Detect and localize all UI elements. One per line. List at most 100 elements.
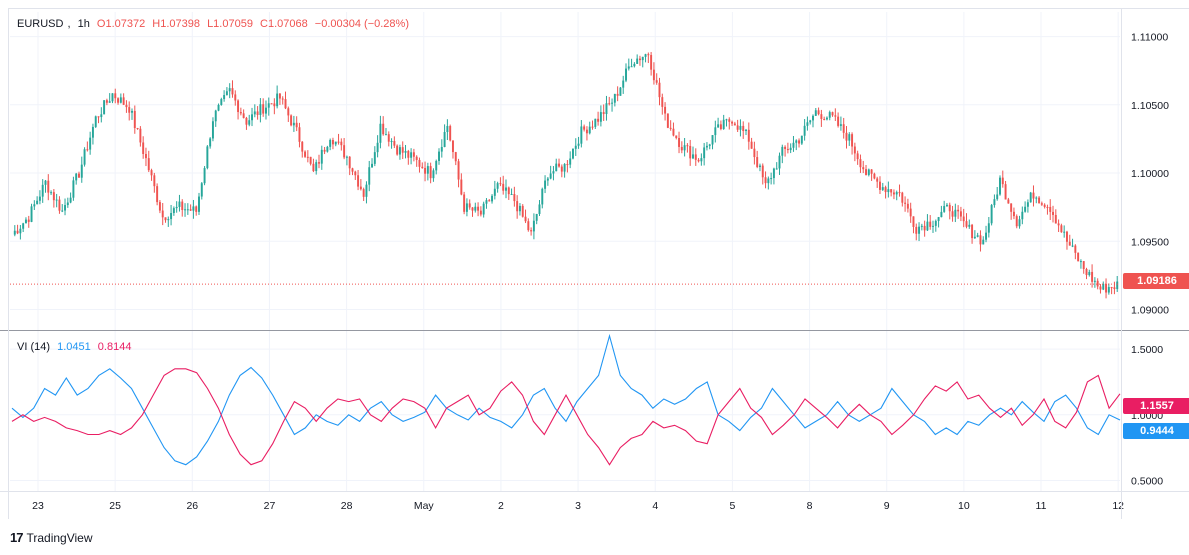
candle-body: [993, 199, 996, 206]
candle-body: [465, 203, 468, 212]
candle-body: [426, 166, 429, 174]
candle-body: [627, 66, 630, 69]
candle-body: [502, 183, 505, 191]
candle-body: [1052, 211, 1054, 215]
candle-body: [731, 121, 734, 124]
candle-body: [680, 146, 683, 151]
candle-body: [86, 149, 89, 151]
candle-body: [736, 125, 739, 130]
legend-interval: 1h: [77, 18, 90, 30]
candle-body: [892, 192, 895, 195]
candle-body: [965, 221, 968, 227]
candle-body: [608, 103, 611, 105]
candle-body: [781, 146, 784, 156]
candle-body: [398, 147, 401, 155]
candle-body: [203, 168, 206, 184]
candle-body: [189, 209, 192, 211]
candle-body: [105, 100, 108, 103]
candle-body: [697, 159, 700, 162]
candle-body: [164, 217, 167, 221]
candle-body: [214, 110, 217, 122]
candle-body: [588, 126, 591, 134]
candle-body: [521, 205, 524, 217]
candle-body: [920, 225, 923, 227]
candle-body: [717, 124, 720, 128]
candle-body: [658, 82, 661, 98]
candle-body: [641, 56, 644, 61]
candle-body: [27, 219, 30, 222]
candle-body: [225, 91, 228, 96]
candle-body: [1085, 269, 1088, 276]
candle-body: [694, 154, 697, 160]
candle-body: [209, 138, 212, 147]
candle-body: [1001, 177, 1004, 185]
candle-body: [298, 127, 301, 142]
candle-body: [1043, 204, 1046, 207]
candle-body: [167, 219, 170, 221]
candle-body: [354, 171, 357, 176]
candle-body: [228, 88, 231, 92]
candle-body: [806, 122, 809, 126]
x-tick-label: 9: [884, 500, 890, 512]
candle-body: [239, 112, 242, 114]
legend-change: −0.00304 (−0.28%): [314, 18, 409, 30]
candle-body: [739, 125, 742, 130]
candle-body: [1026, 202, 1029, 207]
candle-body: [758, 165, 761, 167]
candle-body: [594, 118, 597, 127]
candle-body: [577, 143, 580, 146]
candle-body: [471, 207, 474, 211]
candle-body: [329, 139, 332, 147]
candle-body: [962, 216, 965, 222]
candle-body: [770, 178, 773, 180]
candle-body: [625, 68, 627, 81]
candle-body: [256, 111, 259, 115]
candle-body: [756, 157, 759, 167]
candle-body: [401, 147, 404, 153]
candle-body: [468, 203, 471, 208]
candle-body: [365, 184, 368, 197]
candle-body: [923, 225, 926, 231]
candle-body: [276, 93, 279, 107]
candle-body: [245, 117, 248, 125]
candle-body: [655, 80, 658, 83]
candle-body: [672, 128, 675, 136]
candle-body: [1010, 203, 1013, 212]
candle-body: [611, 102, 614, 104]
candle-body: [859, 159, 862, 168]
candle-body: [103, 100, 106, 115]
candle-body: [881, 187, 884, 190]
candle-body: [181, 201, 184, 211]
candle-body: [747, 129, 750, 142]
candle-body: [97, 116, 100, 118]
candle-body: [692, 154, 694, 159]
candle-body: [862, 167, 865, 170]
candle-body: [1102, 283, 1105, 290]
candle-body: [161, 210, 164, 218]
candle-body: [789, 147, 792, 151]
candle-body: [496, 183, 499, 189]
legend-low: L1.07059: [207, 18, 253, 30]
candle-body: [583, 126, 586, 130]
candle-body: [895, 192, 898, 195]
candle-body: [170, 213, 173, 220]
candle-body: [1012, 211, 1015, 217]
candle-body: [61, 210, 64, 212]
candle-body: [457, 161, 460, 180]
tradingview-logo[interactable]: 17 TradingView: [10, 530, 93, 545]
candle-body: [451, 140, 454, 153]
candle-body: [1088, 271, 1091, 276]
candle-body: [831, 112, 834, 116]
candle-body: [19, 228, 22, 234]
candle-body: [429, 166, 432, 179]
candle-body: [131, 110, 133, 113]
candle-body: [1057, 223, 1060, 226]
candle-body: [750, 141, 753, 149]
legend-open: O1.07372: [96, 18, 146, 30]
candle-body: [33, 204, 36, 207]
candle-body: [13, 230, 16, 235]
candle-body: [345, 156, 348, 158]
candle-body: [563, 164, 566, 172]
candle-body: [926, 221, 929, 231]
